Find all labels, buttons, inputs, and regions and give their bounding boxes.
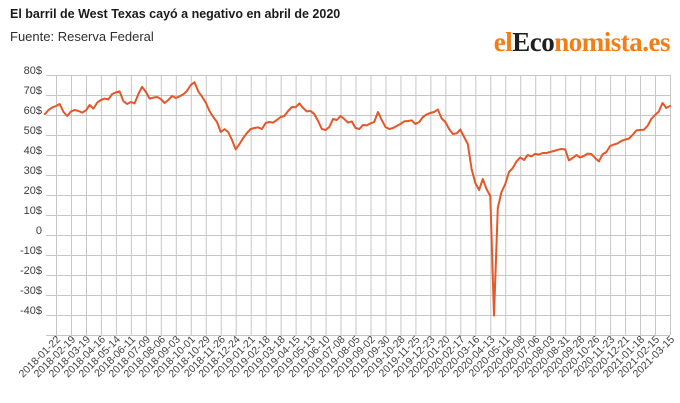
- y-tick-label: 10$: [24, 205, 42, 217]
- logo-prefix: el: [493, 27, 513, 57]
- x-axis-labels: 2018-01-222018-02-192018-03-192018-04-16…: [17, 334, 678, 381]
- y-tick-label: -40$: [20, 305, 42, 317]
- y-tick-label: 0: [36, 225, 42, 237]
- horizontal-gridlines: [46, 75, 670, 336]
- page-title: El barril de West Texas cayó a negativo …: [10, 7, 341, 21]
- brand-logo: elEconomista.es: [493, 27, 671, 58]
- y-tick-label: 30$: [24, 165, 42, 177]
- y-tick-label: -30$: [20, 285, 42, 297]
- vertical-gridlines: [56, 75, 671, 335]
- y-tick-label: 20$: [24, 185, 42, 197]
- logo-suffix: nomista.es: [554, 27, 670, 57]
- y-tick-label: 80$: [24, 65, 42, 77]
- source-label: Fuente: Reserva Federal: [10, 29, 154, 44]
- y-tick-label: 70$: [24, 85, 42, 97]
- y-axis-labels: 80$ 70$ 60$ 50$ 40$ 30$ 20$ 10$ 0 -10$ -20$ -30$ -40…: [20, 65, 42, 317]
- logo-mid: Eco: [512, 27, 555, 57]
- y-tick-label: 60$: [24, 105, 42, 117]
- y-tick-label: -10$: [20, 245, 42, 257]
- y-tick-label: 50$: [24, 125, 42, 137]
- y-tick-label: 40$: [24, 145, 42, 157]
- y-tick-label: -20$: [20, 265, 42, 277]
- price-line: [43, 81, 671, 317]
